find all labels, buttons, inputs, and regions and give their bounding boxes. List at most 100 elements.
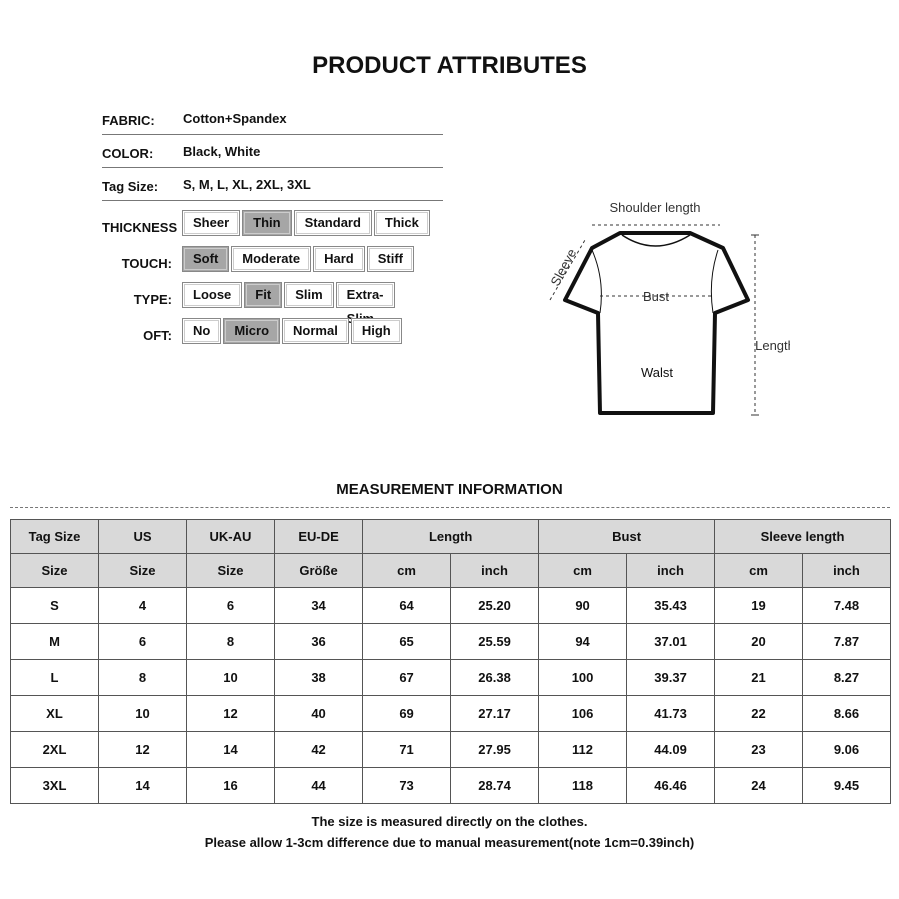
table-cell: 12 bbox=[185, 695, 275, 732]
table-cell: 8 bbox=[97, 659, 187, 696]
option-stiff: Stiff bbox=[366, 246, 414, 272]
header-cell: Bust bbox=[538, 519, 716, 554]
option-hard: Hard bbox=[313, 246, 365, 272]
table-cell: 10 bbox=[97, 695, 187, 732]
table-cell: 94 bbox=[538, 623, 627, 660]
table-cell: 8 bbox=[185, 623, 275, 660]
option-soft: Soft bbox=[182, 246, 230, 272]
table-cell: 6 bbox=[97, 623, 187, 660]
table-cell: 10 bbox=[185, 659, 275, 696]
table-subheader-row: Size Size Size Größe cm inch cm inch cm inch bbox=[10, 553, 892, 588]
table-cell: Größe bbox=[273, 553, 364, 588]
table-cell: 100 bbox=[538, 659, 627, 696]
tshirt-diagram: Shoulder length Bust Walst Sleeve Length bbox=[547, 200, 790, 416]
option-normal: Normal bbox=[282, 318, 349, 344]
table-cell: 7.87 bbox=[801, 623, 892, 660]
table-cell: Size bbox=[97, 553, 187, 588]
attr-color: COLOR: Black, White bbox=[102, 135, 443, 168]
table-cell: 9.06 bbox=[801, 731, 892, 768]
table-cell: 25.20 bbox=[449, 587, 540, 624]
table-cell: 20 bbox=[714, 623, 803, 660]
option-extra-slim: Extra-Slim bbox=[335, 282, 395, 326]
table-cell: 40 bbox=[273, 695, 364, 732]
attr-label: FABRIC: bbox=[102, 113, 155, 128]
header-cell: US bbox=[97, 519, 187, 554]
table-cell: 27.17 bbox=[449, 695, 540, 732]
table-cell: 44 bbox=[273, 767, 364, 804]
table-cell: XL bbox=[10, 695, 99, 732]
attr-tag-size: Tag Size: S, M, L, XL, 2XL, 3XL bbox=[102, 168, 443, 201]
table-cell: L bbox=[10, 659, 99, 696]
table-cell: 8.27 bbox=[801, 659, 892, 696]
attr-value: Black, White bbox=[183, 144, 261, 159]
option-loose: Loose bbox=[182, 282, 243, 308]
option-group-label: TYPE: bbox=[133, 292, 172, 307]
measurement-title: MEASUREMENT INFORMATION bbox=[336, 481, 563, 498]
shoulder-label: Shoulder length bbox=[609, 200, 700, 215]
note-2: Please allow 1-3cm difference due to man… bbox=[204, 835, 695, 850]
table-cell: 12 bbox=[97, 731, 187, 768]
attr-value: Cotton+Spandex bbox=[183, 111, 287, 126]
table-row: 3XL 14 16 44 73 28.74 118 46.46 24 9.45 bbox=[10, 767, 892, 804]
table-cell: 7.48 bbox=[801, 587, 892, 624]
option-group-label: TOUCH: bbox=[121, 256, 172, 271]
table-cell: 14 bbox=[185, 731, 275, 768]
attr-label: Tag Size: bbox=[102, 179, 159, 194]
waist-label: Walst bbox=[641, 365, 673, 380]
table-row: L 8 10 38 67 26.38 100 39.37 21 8.27 bbox=[10, 659, 892, 696]
table-cell: 36 bbox=[273, 623, 364, 660]
table-row: 2XL 12 14 42 71 27.95 112 44.09 23 9.06 bbox=[10, 731, 892, 768]
table-cell: 90 bbox=[538, 587, 627, 624]
table-cell: Size bbox=[185, 553, 275, 588]
header-cell: Sleeve length bbox=[714, 519, 891, 554]
table-cell: 24 bbox=[714, 767, 803, 804]
table-cell: 6 bbox=[185, 587, 275, 624]
table-cell: inch bbox=[801, 553, 892, 588]
table-cell: 8.66 bbox=[801, 695, 892, 732]
option-group-label: OFT: bbox=[143, 328, 172, 343]
table-cell: 34 bbox=[273, 587, 364, 624]
header-cell: EU-DE bbox=[273, 519, 364, 554]
table-cell: cm bbox=[714, 553, 803, 588]
table-cell: 2XL bbox=[10, 731, 99, 768]
table-cell: 73 bbox=[362, 767, 451, 804]
table-cell: 39.37 bbox=[625, 659, 716, 696]
table-cell: 71 bbox=[362, 731, 451, 768]
table-cell: 16 bbox=[185, 767, 275, 804]
header-cell: Tag Size bbox=[10, 519, 99, 554]
size-table: Tag Size US UK-AU EU-DE Length Bust Slee… bbox=[10, 519, 892, 804]
attr-label: COLOR: bbox=[102, 146, 154, 161]
table-cell: 67 bbox=[362, 659, 451, 696]
table-cell: 64 bbox=[362, 587, 451, 624]
table-cell: 112 bbox=[538, 731, 627, 768]
table-cell: 14 bbox=[97, 767, 187, 804]
table-cell: 44.09 bbox=[625, 731, 716, 768]
table-cell: 27.95 bbox=[449, 731, 540, 768]
attr-fabric: FABRIC: Cotton+Spandex bbox=[102, 102, 443, 135]
table-cell: S bbox=[10, 587, 99, 624]
table-cell: 38 bbox=[273, 659, 364, 696]
table-cell: 3XL bbox=[10, 767, 99, 804]
option-high: High bbox=[350, 318, 402, 344]
option-thick: Thick bbox=[373, 210, 430, 236]
option-group-label: THICKNESS bbox=[102, 220, 178, 235]
table-cell: 42 bbox=[273, 731, 364, 768]
table-cell: inch bbox=[625, 553, 716, 588]
table-cell: cm bbox=[362, 553, 451, 588]
table-cell: M bbox=[10, 623, 99, 660]
note-1: The size is measured directly on the clo… bbox=[311, 814, 588, 829]
bust-label: Bust bbox=[643, 289, 669, 304]
table-cell: 22 bbox=[714, 695, 803, 732]
table-cell: 37.01 bbox=[625, 623, 716, 660]
table-cell: 41.73 bbox=[625, 695, 716, 732]
table-cell: 46.46 bbox=[625, 767, 716, 804]
page-title: PRODUCT ATTRIBUTES bbox=[312, 52, 587, 79]
table-cell: Size bbox=[10, 553, 99, 588]
table-cell: 25.59 bbox=[449, 623, 540, 660]
table-cell: 106 bbox=[538, 695, 627, 732]
length-label: Length bbox=[755, 338, 790, 353]
option-sheer: Sheer bbox=[182, 210, 241, 236]
option-no: No bbox=[182, 318, 222, 344]
table-cell: 69 bbox=[362, 695, 451, 732]
